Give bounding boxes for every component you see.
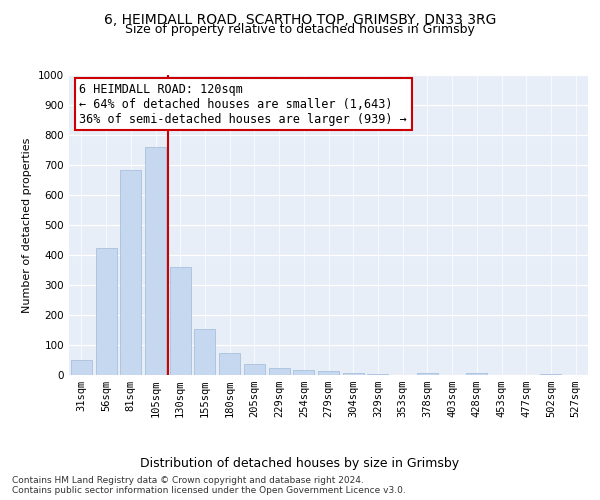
Bar xyxy=(466,373,487,375)
Bar xyxy=(318,372,339,375)
Bar xyxy=(145,147,166,375)
Text: Contains HM Land Registry data © Crown copyright and database right 2024.
Contai: Contains HM Land Registry data © Crown c… xyxy=(12,476,406,495)
Text: Distribution of detached houses by size in Grimsby: Distribution of detached houses by size … xyxy=(140,458,460,470)
Bar xyxy=(95,248,116,375)
Bar xyxy=(343,373,364,375)
Text: Size of property relative to detached houses in Grimsby: Size of property relative to detached ho… xyxy=(125,22,475,36)
Text: 6 HEIMDALL ROAD: 120sqm
← 64% of detached houses are smaller (1,643)
36% of semi: 6 HEIMDALL ROAD: 120sqm ← 64% of detache… xyxy=(79,82,407,126)
Bar xyxy=(244,364,265,375)
Bar xyxy=(269,368,290,375)
Bar xyxy=(541,374,562,375)
Bar xyxy=(120,170,141,375)
Bar xyxy=(367,374,388,375)
Y-axis label: Number of detached properties: Number of detached properties xyxy=(22,138,32,312)
Bar xyxy=(417,372,438,375)
Bar xyxy=(170,267,191,375)
Bar xyxy=(293,370,314,375)
Bar xyxy=(71,360,92,375)
Bar xyxy=(194,328,215,375)
Bar xyxy=(219,352,240,375)
Text: 6, HEIMDALL ROAD, SCARTHO TOP, GRIMSBY, DN33 3RG: 6, HEIMDALL ROAD, SCARTHO TOP, GRIMSBY, … xyxy=(104,12,496,26)
